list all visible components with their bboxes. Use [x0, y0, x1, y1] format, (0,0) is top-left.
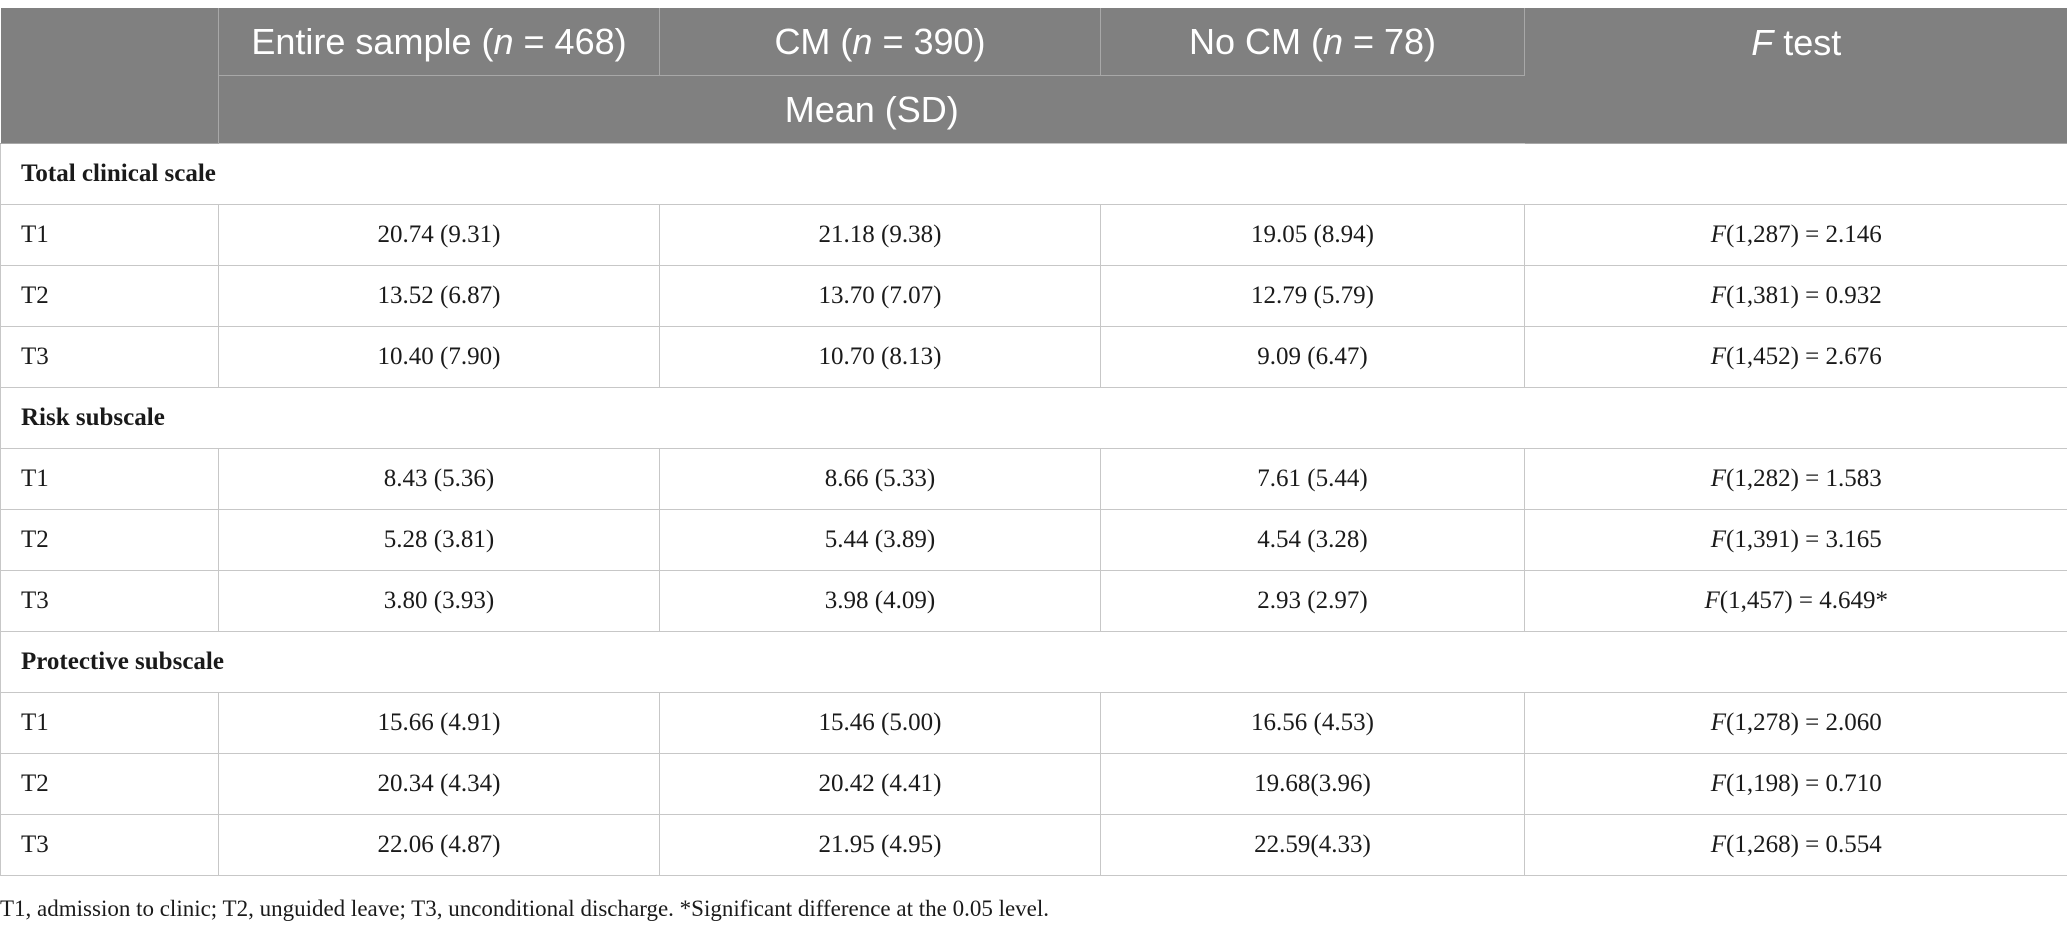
- table-row: T1 8.43 (5.36) 8.66 (5.33) 7.61 (5.44) F(1,2…: [0, 448, 2067, 510]
- row-label: T2: [0, 265, 219, 327]
- f-statistic-letter: F: [1710, 831, 1727, 858]
- f-statistic-letter: F: [1710, 343, 1727, 370]
- table-row: T2 20.34 (4.34) 20.42 (4.41) 19.68(3.96) F(1…: [0, 753, 2067, 815]
- row-label: T1: [0, 204, 219, 266]
- cell-cm: 5.44 (3.89): [659, 509, 1101, 571]
- f-statistic-letter: F: [1704, 587, 1720, 614]
- f-statistic-letter: F: [1710, 770, 1727, 797]
- cell-entire-sample: 22.06 (4.87): [218, 814, 660, 876]
- f-statistic-value: (1,381) = 0.932: [1726, 282, 1882, 309]
- f-statistic-value: (1,278) = 2.060: [1726, 709, 1882, 736]
- f-statistic-value: (1,457) = 4.649*: [1719, 587, 1889, 614]
- f-statistic-value: (1,268) = 0.554: [1726, 831, 1882, 858]
- header-cm: CM (n = 390): [659, 8, 1101, 76]
- cell-f-test: F(1,287) = 2.146: [1524, 204, 2067, 266]
- cell-f-test: F(1,452) = 2.676: [1524, 326, 2067, 388]
- f-statistic-letter: F: [1710, 221, 1727, 248]
- f-statistic-letter: F: [1710, 526, 1727, 553]
- cell-no-cm: 19.68(3.96): [1100, 753, 1525, 815]
- results-table-container: Entire sample (n = 468) CM (n = 390) No …: [0, 8, 2067, 876]
- section-row: Risk subscale: [0, 387, 2067, 449]
- section-title: Total clinical scale: [0, 143, 2067, 205]
- table-row: T2 13.52 (6.87) 13.70 (7.07) 12.79 (5.79) F(…: [0, 265, 2067, 327]
- header-f-test: F test: [1524, 8, 2067, 144]
- cell-entire-sample: 20.34 (4.34): [218, 753, 660, 815]
- table-footnote: T1, admission to clinic; T2, unguided le…: [0, 896, 1050, 921]
- cell-entire-sample: 13.52 (6.87): [218, 265, 660, 327]
- row-label: T3: [0, 326, 219, 388]
- cell-no-cm: 4.54 (3.28): [1100, 509, 1525, 571]
- table-row: T3 22.06 (4.87) 21.95 (4.95) 22.59(4.33) F(1…: [0, 814, 2067, 876]
- table-row: T1 20.74 (9.31) 21.18 (9.38) 19.05 (8.94) F(…: [0, 204, 2067, 266]
- header-row: Entire sample (n = 468) CM (n = 390) No …: [0, 8, 2067, 144]
- cell-cm: 3.98 (4.09): [659, 570, 1101, 632]
- cell-entire-sample: 20.74 (9.31): [218, 204, 660, 266]
- cell-entire-sample: 5.28 (3.81): [218, 509, 660, 571]
- section-row: Protective subscale: [0, 631, 2067, 693]
- cell-f-test: F(1,282) = 1.583: [1524, 448, 2067, 510]
- cell-no-cm: 22.59(4.33): [1100, 814, 1525, 876]
- cell-f-test: F(1,268) = 0.554: [1524, 814, 2067, 876]
- table-row: T3 10.40 (7.90) 10.70 (8.13) 9.09 (6.47) F(1…: [0, 326, 2067, 388]
- f-statistic-letter: F: [1710, 282, 1727, 309]
- section-title: Risk subscale: [0, 387, 2067, 449]
- header-blank-cell: [0, 8, 219, 144]
- table-header: Entire sample (n = 468) CM (n = 390) No …: [0, 8, 2067, 144]
- cell-f-test: F(1,198) = 0.710: [1524, 753, 2067, 815]
- cell-cm: 20.42 (4.41): [659, 753, 1101, 815]
- cell-f-test: F(1,391) = 3.165: [1524, 509, 2067, 571]
- header-mean-sd: Mean (SD): [218, 75, 1525, 144]
- row-label: T3: [0, 570, 219, 632]
- table-body: Total clinical scale T1 20.74 (9.31) 21.18 …: [0, 143, 2067, 876]
- cell-cm: 13.70 (7.07): [659, 265, 1101, 327]
- row-label: T3: [0, 814, 219, 876]
- f-statistic-letter: F: [1710, 465, 1727, 492]
- cell-cm: 21.18 (9.38): [659, 204, 1101, 266]
- cell-f-test: F(1,381) = 0.932: [1524, 265, 2067, 327]
- cell-cm: 21.95 (4.95): [659, 814, 1101, 876]
- results-table: Entire sample (n = 468) CM (n = 390) No …: [0, 8, 2067, 876]
- table-row: T3 3.80 (3.93) 3.98 (4.09) 2.93 (2.97) F(1,4…: [0, 570, 2067, 632]
- cell-entire-sample: 15.66 (4.91): [218, 692, 660, 754]
- cell-cm: 8.66 (5.33): [659, 448, 1101, 510]
- subheader-row: Mean (SD): [1, 75, 2067, 144]
- cell-no-cm: 19.05 (8.94): [1100, 204, 1525, 266]
- cell-f-test: F(1,278) = 2.060: [1524, 692, 2067, 754]
- f-statistic-value: (1,287) = 2.146: [1726, 221, 1882, 248]
- row-label: T1: [0, 692, 219, 754]
- row-label: T2: [0, 753, 219, 815]
- cell-f-test: F(1,457) = 4.649*: [1524, 570, 2067, 632]
- cell-entire-sample: 8.43 (5.36): [218, 448, 660, 510]
- section-row: Total clinical scale: [0, 143, 2067, 205]
- cell-entire-sample: 3.80 (3.93): [218, 570, 660, 632]
- cell-no-cm: 12.79 (5.79): [1100, 265, 1525, 327]
- row-label: T2: [0, 509, 219, 571]
- header-entire-sample: Entire sample (n = 468): [218, 8, 660, 76]
- f-statistic-letter: F: [1710, 709, 1727, 736]
- cell-no-cm: 9.09 (6.47): [1100, 326, 1525, 388]
- row-label: T1: [0, 448, 219, 510]
- cell-cm: 15.46 (5.00): [659, 692, 1101, 754]
- table-row: T2 5.28 (3.81) 5.44 (3.89) 4.54 (3.28) F(1,3…: [0, 509, 2067, 571]
- f-statistic-value: (1,391) = 3.165: [1726, 526, 1882, 553]
- cell-no-cm: 2.93 (2.97): [1100, 570, 1525, 632]
- f-statistic-value: (1,198) = 0.710: [1726, 770, 1882, 797]
- cell-no-cm: 7.61 (5.44): [1100, 448, 1525, 510]
- f-statistic-value: (1,282) = 1.583: [1726, 465, 1882, 492]
- cell-cm: 10.70 (8.13): [659, 326, 1101, 388]
- header-no-cm: No CM (n = 78): [1100, 8, 1525, 76]
- section-title: Protective subscale: [0, 631, 2067, 693]
- f-statistic-value: (1,452) = 2.676: [1726, 343, 1882, 370]
- table-row: T1 15.66 (4.91) 15.46 (5.00) 16.56 (4.53) F(…: [0, 692, 2067, 754]
- cell-no-cm: 16.56 (4.53): [1100, 692, 1525, 754]
- cell-entire-sample: 10.40 (7.90): [218, 326, 660, 388]
